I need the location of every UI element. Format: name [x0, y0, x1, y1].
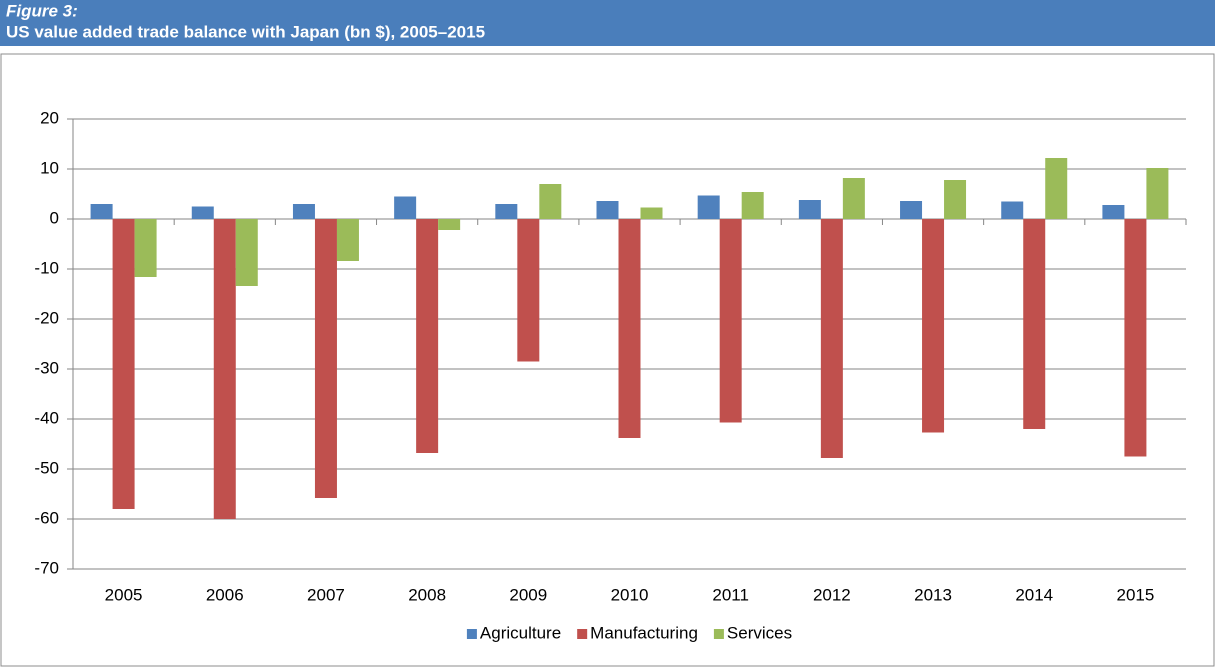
bar [820, 219, 843, 458]
bar [922, 219, 945, 433]
y-tick-label: -30 [34, 358, 59, 377]
bar [235, 219, 258, 286]
bar [842, 178, 865, 219]
legend-label: Services [727, 623, 792, 642]
bar [438, 219, 461, 230]
chart-frame [0, 53, 1215, 667]
y-tick-label: 10 [40, 158, 59, 177]
x-tick-label: 2006 [206, 585, 244, 604]
x-tick-label: 2010 [611, 585, 649, 604]
bar [640, 207, 663, 219]
bar [112, 219, 135, 509]
bar [517, 219, 540, 362]
x-tick-label: 2013 [914, 585, 952, 604]
x-tick-label: 2014 [1015, 585, 1053, 604]
bar [944, 180, 967, 219]
bar [1102, 205, 1125, 219]
bar [134, 219, 157, 277]
bar [1045, 158, 1068, 219]
y-tick-label: -50 [34, 458, 59, 477]
bar [1124, 219, 1147, 457]
bar [596, 201, 619, 219]
figure-label: Figure 3: [6, 1, 78, 20]
bar [719, 219, 742, 423]
legend-swatch [466, 629, 477, 639]
y-tick-label: -10 [34, 258, 59, 277]
bar [314, 219, 337, 498]
chart-title: US value added trade balance with Japan … [6, 22, 485, 41]
x-tick-label: 2005 [105, 585, 143, 604]
bar [495, 204, 518, 219]
x-tick-label: 2008 [408, 585, 446, 604]
bar [336, 219, 359, 261]
bar [1023, 219, 1046, 429]
y-tick-label: -70 [34, 558, 59, 577]
x-tick-label: 2011 [712, 585, 749, 604]
bar [1146, 168, 1169, 219]
bar [697, 195, 720, 219]
bar [213, 219, 236, 519]
legend-label: Agriculture [480, 623, 561, 642]
x-tick-label: 2015 [1116, 585, 1154, 604]
x-tick-label: 2012 [813, 585, 851, 604]
bar [191, 206, 214, 219]
legend-swatch [577, 629, 588, 639]
bar [618, 219, 641, 438]
bar [900, 201, 923, 219]
bar [1001, 201, 1024, 219]
header-band [0, 0, 1215, 46]
legend-label: Manufacturing [590, 623, 698, 642]
y-tick-label: 0 [50, 208, 59, 227]
y-tick-label: 20 [40, 108, 59, 127]
bar [394, 196, 417, 219]
bar [90, 204, 113, 219]
x-tick-label: 2009 [509, 585, 547, 604]
y-tick-label: -60 [34, 508, 59, 527]
bar [292, 204, 315, 219]
y-tick-label: -40 [34, 408, 59, 427]
bar [741, 192, 764, 219]
x-tick-label: 2007 [307, 585, 345, 604]
bar [416, 219, 439, 453]
legend-swatch [713, 629, 724, 639]
bar [539, 184, 562, 219]
bar [798, 200, 821, 219]
y-tick-label: -20 [34, 308, 59, 327]
